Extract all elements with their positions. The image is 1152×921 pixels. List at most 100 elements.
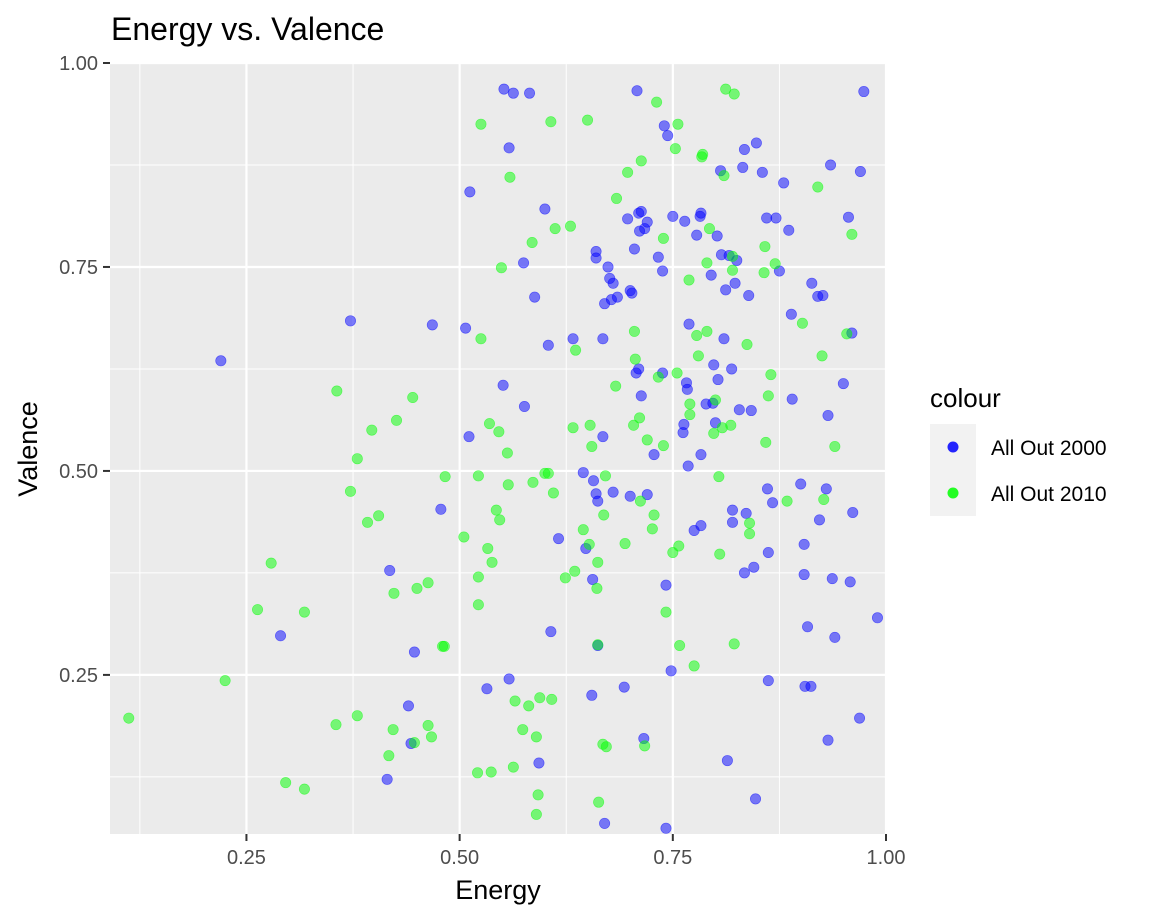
scatter-point [703,223,715,235]
scatter-point [635,155,647,167]
scatter-point [733,404,745,416]
scatter-point [564,220,576,232]
scatter-point [490,504,502,516]
scatter-point [486,556,498,568]
scatter-point [472,470,484,482]
scatter-point [854,166,866,178]
scatter-point [728,638,740,650]
scatter-point [822,409,834,421]
scatter-point [602,261,614,273]
scatter-point [584,419,596,431]
scatter-point [844,576,856,588]
scatter-point [745,405,757,417]
scatter-point [275,630,287,642]
scatter-point [816,350,828,362]
scatter-point [829,631,841,643]
scatter-point [534,692,546,704]
scatter-point [721,755,733,767]
scatter-point [714,548,726,560]
scatter-point [701,257,713,269]
scatter-point [408,737,420,749]
scatter-point [744,528,756,540]
data-points [123,83,883,834]
scatter-point [588,475,600,487]
scatter-point [871,612,883,624]
minor-gridlines [110,63,886,834]
scatter-point [280,777,292,789]
scatter-point [518,400,530,412]
scatter-point [599,470,611,482]
scatter-point [842,211,854,223]
scatter-point [422,577,434,589]
scatter-point [748,561,760,573]
scatter-point [387,724,399,736]
scatter-point [493,426,505,438]
scatter-point [582,114,594,126]
x-tick-label: 0.25 [227,847,266,869]
scatter-point [597,431,609,443]
scatter-point [738,567,750,579]
scatter-point [483,418,495,430]
scatter-point [761,212,773,224]
scatter-point [798,538,810,550]
scatter-point [817,290,829,302]
scatter-point [472,571,484,583]
scatter-point [737,161,749,173]
scatter-point [727,250,739,262]
scatter-point [570,344,582,356]
scatter-point [607,486,619,498]
scatter-point [425,731,437,743]
y-tick-label: 0.75 [59,257,98,279]
scatter-point [802,621,814,633]
scatter-point [665,665,677,677]
scatter-point [762,547,774,559]
scatter-point [786,393,798,405]
scatter-point [765,369,777,381]
scatter-point [481,683,493,695]
scatter-point [826,573,838,585]
scatter-point [438,640,450,652]
scatter-point [344,485,356,497]
scatter-point [820,483,832,495]
scatter-point [657,265,669,277]
scatter-point [720,284,732,296]
scatter-point [591,582,603,594]
scatter-point [215,355,227,367]
x-tick-label: 0.50 [440,847,479,869]
scatter-point [527,476,539,488]
scatter-point [553,533,565,545]
scatter-point [669,143,681,155]
scatter-point [219,675,231,687]
scatter-point [762,675,774,687]
scatter-point [727,264,739,276]
scatter-point [837,378,849,390]
scatter-point [795,478,807,490]
scatter-point [805,680,817,692]
scatter-point [822,734,834,746]
scatter-point [542,339,554,351]
scatter-point [635,390,647,402]
scatter-point [504,171,516,183]
scatter-point [539,203,551,215]
scatter-point [523,700,535,712]
y-tick-label: 1.00 [59,53,98,75]
scatter-point [435,503,447,515]
scatter-point [587,573,599,585]
scatter-point [502,479,514,491]
scatter-point [495,262,507,274]
scatter-point [411,582,423,594]
scatter-point [691,330,703,342]
legend-key-2 [947,487,959,499]
scatter-point [796,317,808,329]
scatter-point [610,380,622,392]
scatter-point [391,414,403,426]
scatter-point [628,325,640,337]
scatter-point [652,371,664,383]
scatter-point [705,269,717,281]
scatter-point [472,767,484,779]
scatter-point [660,579,672,591]
legend-label-1: All Out 2000 [991,437,1107,460]
scatter-point [641,216,653,228]
scatter-point [846,228,858,240]
